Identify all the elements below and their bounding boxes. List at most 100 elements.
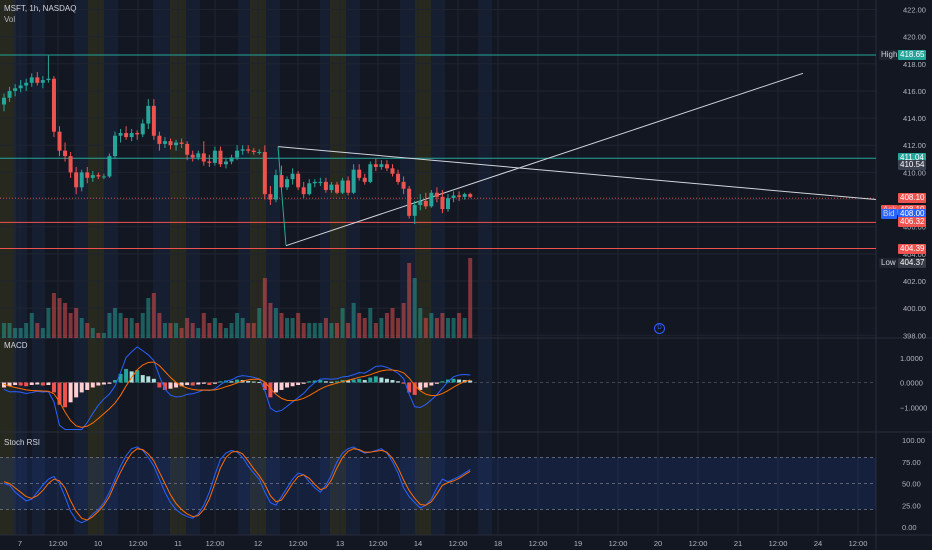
descending-trendline: [277, 146, 877, 201]
candle-body: [340, 180, 345, 193]
price-tag: 408.00: [898, 208, 927, 219]
premarket-band: [0, 0, 16, 535]
macd-histogram-bar: [107, 382, 112, 384]
macd-histogram-bar: [362, 380, 367, 383]
candle-body: [13, 88, 18, 91]
macd-histogram-bar: [29, 382, 34, 385]
premarket-band: [415, 0, 431, 535]
volume-bar: [46, 308, 51, 338]
macd-histogram-bar: [273, 382, 278, 393]
volume-bar: [362, 318, 367, 338]
candle-body: [85, 172, 90, 178]
time-axis-label: 12:00: [369, 539, 388, 548]
volume-bar: [307, 323, 312, 338]
macd-histogram-bar: [51, 382, 56, 393]
macd-histogram-bar: [390, 380, 395, 383]
macd-histogram-bar: [357, 378, 362, 383]
premarket-band: [88, 0, 104, 535]
candle-body: [368, 164, 373, 182]
candle-body: [79, 172, 84, 188]
candle-body: [423, 200, 428, 207]
volume-bar: [407, 263, 412, 338]
candle-body: [7, 90, 12, 98]
info-icon[interactable]: D: [654, 323, 665, 334]
candle-body: [157, 135, 162, 144]
time-axis-label: 12:00: [129, 539, 148, 548]
symbol-title: MSFT, 1h, NASDAQ: [4, 4, 77, 13]
macd-histogram-bar: [101, 382, 106, 385]
price-axis-label: 420.00: [903, 33, 926, 42]
volume-bar: [146, 298, 151, 338]
afterhours-band: [478, 0, 492, 535]
macd-histogram-bar: [296, 382, 301, 385]
candle-body: [307, 183, 312, 195]
price-tag: 404.37: [898, 258, 927, 269]
macd-histogram-bar: [368, 377, 373, 383]
volume-bar: [440, 313, 445, 338]
macd-histogram-bar: [207, 382, 212, 385]
price-tag-name: Bid: [881, 208, 897, 219]
macd-histogram-bar: [434, 382, 439, 384]
macd-histogram-bar: [457, 379, 462, 383]
volume-bar: [229, 323, 234, 338]
macd-histogram-bar: [135, 370, 140, 383]
volume-bar: [457, 313, 462, 338]
candle-body: [124, 133, 129, 138]
price-tag: 410.54: [898, 160, 927, 171]
afterhours-band: [74, 0, 88, 535]
volume-bar: [185, 318, 190, 338]
volume-bar: [446, 318, 450, 338]
time-axis-label: 12:00: [206, 539, 225, 548]
time-axis-label: 21: [734, 539, 742, 548]
price-axis-label: 406.00: [903, 223, 926, 232]
time-axis-label: 13: [336, 539, 344, 548]
volume-bar: [373, 323, 378, 338]
macd-histogram-bar: [418, 382, 423, 390]
candle-body: [301, 187, 306, 195]
candle-body: [279, 175, 284, 188]
volume-bar: [74, 308, 79, 338]
time-axis-label: 20: [654, 539, 662, 548]
afterhours-band: [320, 0, 330, 535]
volume-bar: [329, 323, 334, 338]
time-axis-label: 11: [174, 539, 182, 548]
volume-bar: [79, 318, 84, 338]
candle-body: [207, 161, 212, 163]
candle-body: [451, 195, 456, 199]
macd-histogram-bar: [423, 382, 428, 388]
candle-body: [229, 157, 234, 162]
signal-line: [3, 361, 471, 428]
macd-histogram-bar: [212, 382, 217, 384]
macd-histogram-bar: [323, 381, 328, 383]
time-axis-label: 14: [414, 539, 422, 548]
volume-bar: [7, 323, 12, 338]
candle-body: [329, 184, 334, 191]
macd-histogram-bar: [151, 378, 156, 383]
candle-body: [146, 105, 151, 124]
macd-histogram-bar: [24, 382, 29, 387]
candle-body: [273, 175, 278, 200]
macd-histogram-bar: [79, 382, 84, 393]
volume-bar: [390, 308, 395, 338]
volume-bar: [113, 308, 117, 338]
candle-body: [257, 152, 262, 154]
volume-bar: [51, 293, 56, 338]
macd-histogram-bar: [57, 382, 62, 405]
afterhours-band: [238, 0, 250, 535]
candle-body: [218, 150, 223, 165]
macd-histogram-bar: [13, 382, 18, 385]
volume-bar: [124, 318, 129, 338]
candle-body: [251, 150, 256, 153]
stoch-axis-label: 100.00: [902, 436, 925, 445]
candle-body: [468, 194, 473, 197]
volume-label: Vol: [4, 15, 16, 24]
volume-bar: [18, 328, 23, 338]
volume-bar: [118, 313, 123, 338]
volume-bar: [207, 323, 212, 338]
afterhours-band: [153, 0, 170, 535]
volume-bar: [24, 323, 29, 338]
candle-body: [362, 177, 367, 182]
price-tag: 404.39: [898, 243, 927, 254]
candle-body: [90, 175, 95, 178]
